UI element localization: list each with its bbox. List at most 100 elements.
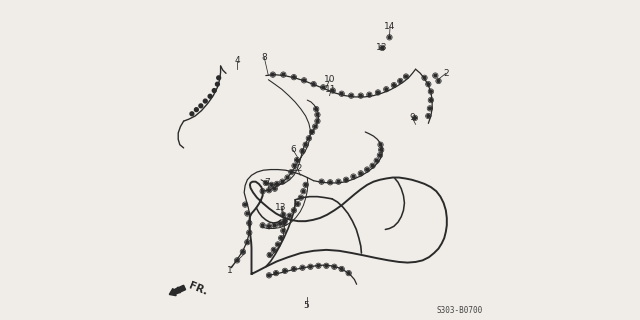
Circle shape (282, 213, 285, 216)
Circle shape (345, 178, 348, 181)
Circle shape (381, 46, 383, 49)
Circle shape (288, 214, 291, 217)
Circle shape (322, 86, 324, 89)
Circle shape (413, 116, 417, 119)
Circle shape (268, 253, 271, 256)
Text: 2: 2 (443, 69, 449, 78)
Circle shape (302, 190, 305, 193)
Circle shape (246, 241, 249, 244)
Circle shape (378, 154, 381, 157)
Circle shape (316, 120, 319, 123)
Circle shape (248, 222, 251, 225)
Circle shape (337, 180, 340, 183)
Text: 4: 4 (234, 56, 240, 65)
Circle shape (304, 143, 307, 146)
Circle shape (404, 75, 408, 78)
Circle shape (315, 108, 317, 110)
Circle shape (427, 115, 430, 117)
Circle shape (359, 172, 362, 175)
Circle shape (282, 73, 285, 76)
Circle shape (385, 88, 388, 91)
Text: 11: 11 (325, 85, 337, 94)
Circle shape (286, 176, 289, 179)
Circle shape (268, 189, 271, 192)
Circle shape (301, 150, 304, 153)
Circle shape (216, 82, 220, 86)
Text: 6: 6 (290, 145, 296, 154)
Circle shape (204, 99, 207, 103)
Circle shape (340, 268, 343, 270)
Circle shape (293, 164, 296, 167)
Circle shape (241, 250, 244, 253)
FancyArrow shape (170, 285, 186, 296)
Circle shape (375, 159, 378, 162)
Circle shape (244, 203, 246, 206)
Text: 9: 9 (410, 114, 415, 123)
Circle shape (212, 89, 216, 92)
Circle shape (296, 159, 298, 161)
Circle shape (208, 94, 212, 98)
Circle shape (329, 181, 332, 184)
Circle shape (314, 125, 317, 128)
Circle shape (261, 224, 264, 227)
Circle shape (268, 274, 271, 277)
Text: FR.: FR. (187, 281, 209, 297)
Circle shape (292, 268, 295, 270)
Circle shape (359, 94, 362, 97)
Text: 5: 5 (304, 301, 310, 310)
Circle shape (316, 113, 319, 116)
Circle shape (307, 137, 310, 140)
Circle shape (284, 269, 286, 272)
Circle shape (434, 74, 436, 77)
Circle shape (340, 92, 343, 95)
Circle shape (190, 112, 194, 116)
Circle shape (333, 265, 336, 268)
Circle shape (275, 272, 278, 275)
Circle shape (284, 219, 286, 222)
Circle shape (332, 89, 334, 92)
Circle shape (279, 222, 282, 225)
Circle shape (429, 99, 432, 101)
Circle shape (270, 183, 273, 186)
Circle shape (248, 231, 251, 234)
Circle shape (310, 131, 314, 133)
Circle shape (423, 76, 426, 79)
Text: 10: 10 (324, 75, 335, 84)
Text: 13: 13 (376, 43, 388, 52)
Circle shape (282, 229, 285, 232)
Circle shape (246, 212, 249, 215)
Circle shape (268, 225, 271, 228)
Circle shape (304, 183, 307, 186)
Circle shape (368, 93, 371, 96)
Circle shape (276, 243, 280, 246)
Text: 12: 12 (292, 164, 303, 173)
Circle shape (380, 148, 383, 151)
Circle shape (264, 181, 268, 184)
Circle shape (371, 164, 374, 167)
Circle shape (300, 196, 302, 199)
Circle shape (392, 84, 396, 87)
Circle shape (281, 180, 284, 183)
Circle shape (365, 168, 369, 171)
Circle shape (399, 80, 402, 83)
Text: 14: 14 (385, 22, 396, 31)
Text: S303-B0700: S303-B0700 (436, 306, 483, 315)
Circle shape (292, 209, 295, 212)
Circle shape (292, 76, 295, 79)
Circle shape (303, 79, 305, 82)
Circle shape (273, 187, 276, 190)
Circle shape (273, 224, 276, 227)
Circle shape (217, 76, 221, 80)
Circle shape (301, 266, 304, 269)
Circle shape (437, 80, 440, 83)
Circle shape (325, 264, 328, 267)
Circle shape (379, 143, 382, 146)
Circle shape (352, 175, 355, 178)
Text: 1: 1 (227, 266, 233, 276)
Circle shape (261, 190, 264, 193)
Circle shape (376, 91, 380, 94)
Circle shape (280, 236, 283, 239)
Text: 13: 13 (275, 203, 287, 212)
Text: 8: 8 (261, 53, 267, 62)
Circle shape (290, 171, 292, 173)
